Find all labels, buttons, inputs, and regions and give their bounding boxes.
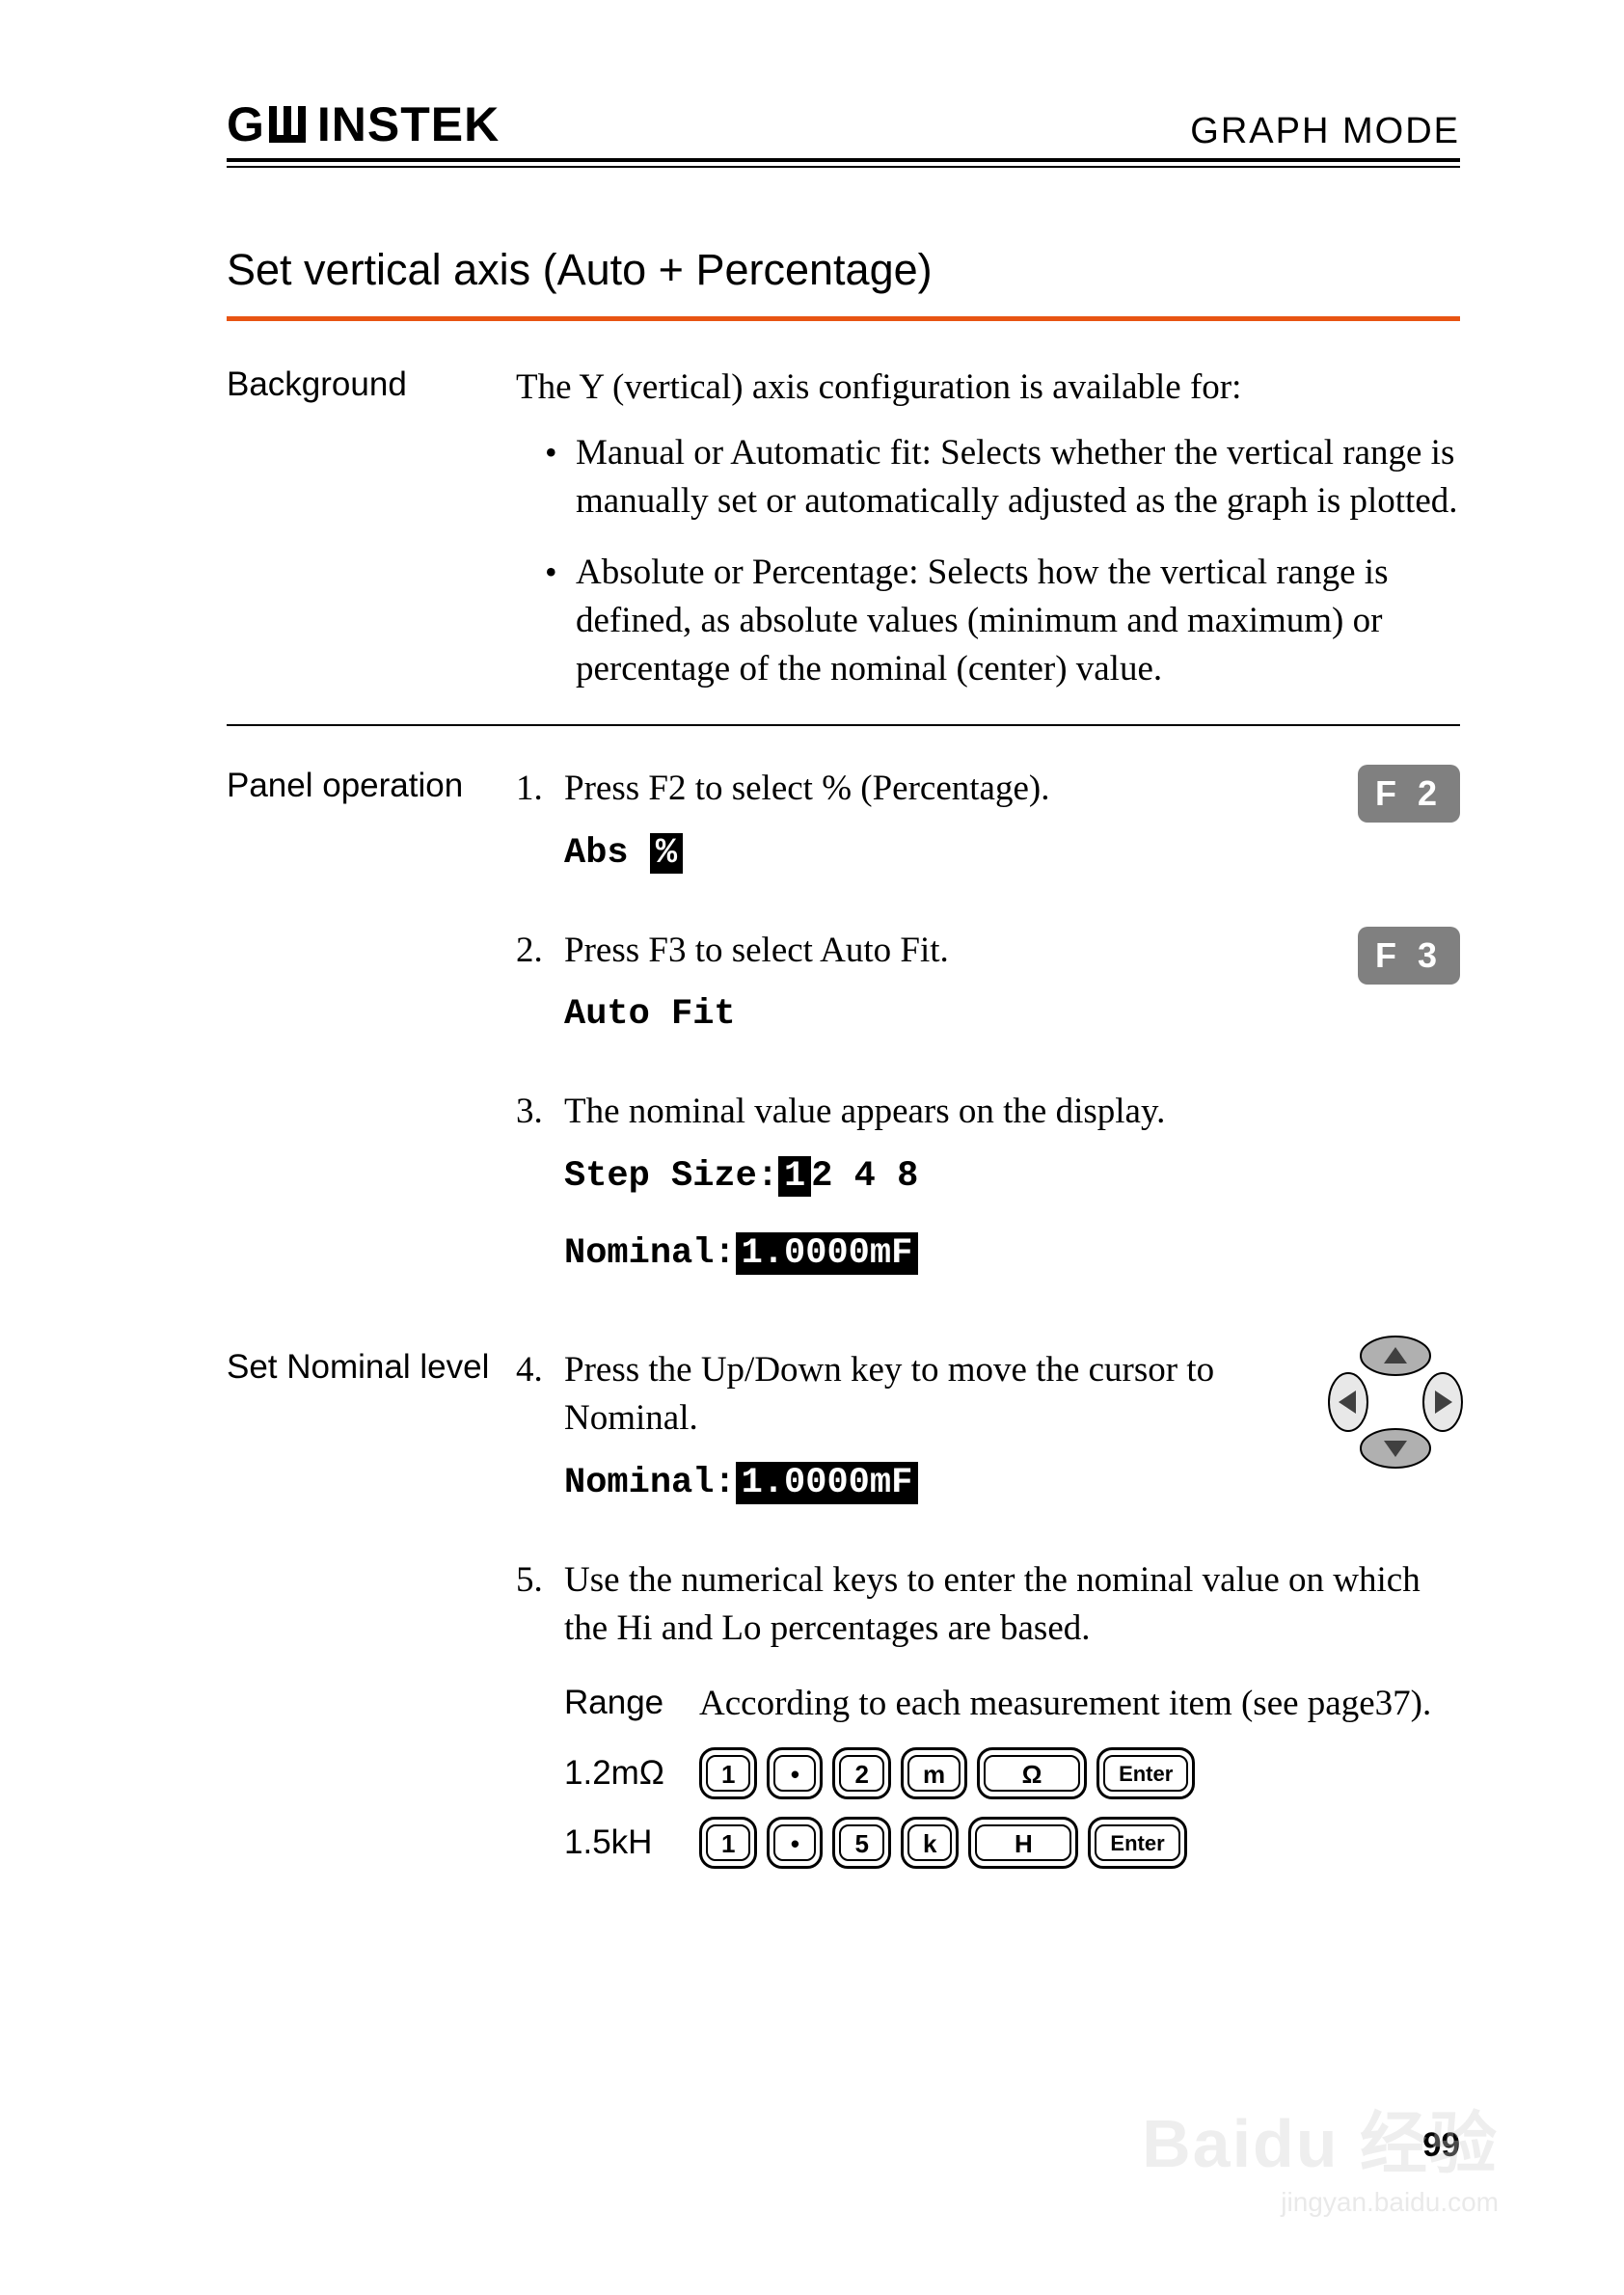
panel-operation-label: Panel operation xyxy=(227,765,516,1328)
step-2-number: 2. xyxy=(516,927,564,1040)
background-bullet-2: Absolute or Percentage: Selects how the … xyxy=(545,549,1460,693)
step-5-text: Use the numerical keys to enter the nomi… xyxy=(564,1556,1460,1653)
step-1-display: Abs % xyxy=(564,830,1460,878)
keypad-key[interactable]: H xyxy=(968,1817,1078,1869)
page-header: GINSTEK GRAPH MODE xyxy=(227,96,1460,162)
brand-logo: GINSTEK xyxy=(227,96,500,152)
step-5: 5. Use the numerical keys to enter the n… xyxy=(516,1556,1460,1886)
step-2-text: Press F3 to select Auto Fit. xyxy=(564,927,1460,975)
step-3: 3. The nominal value appears on the disp… xyxy=(516,1088,1460,1279)
background-intro: The Y (vertical) axis configuration is a… xyxy=(516,364,1460,412)
keypad-key[interactable]: 1 xyxy=(699,1747,757,1799)
set-nominal-label: Set Nominal level xyxy=(227,1346,516,1905)
f2-key[interactable]: F 2 xyxy=(1358,765,1460,824)
step-5-number: 5. xyxy=(516,1556,564,1886)
f3-key[interactable]: F 3 xyxy=(1358,927,1460,986)
keypad-key[interactable]: m xyxy=(901,1747,967,1799)
keypad-key[interactable]: Ω xyxy=(977,1747,1087,1799)
step-4: 4. Press the Up/Down key to move the cur… xyxy=(516,1346,1460,1508)
watermark: Baidu 经验 jingyan.baidu.com xyxy=(1142,2090,1499,2218)
keypad-key[interactable]: 1 xyxy=(699,1817,757,1869)
step-1: 1. Press F2 to select % (Percentage). Ab… xyxy=(516,765,1460,878)
step-2-display: Auto Fit xyxy=(564,991,1460,1040)
section-rule xyxy=(227,316,1460,321)
background-content: The Y (vertical) axis configuration is a… xyxy=(516,364,1460,716)
background-label: Background xyxy=(227,364,516,716)
step-3-nominal: Nominal:1.0000mF xyxy=(564,1230,1460,1279)
key-example-label: 1.5kH xyxy=(564,1820,699,1865)
key-example-row: 1.2mΩ1•2mΩEnter xyxy=(564,1747,1460,1799)
range-row: Range According to each measurement item… xyxy=(564,1680,1460,1728)
step-1-number: 1. xyxy=(516,765,564,878)
key-example-row: 1.5kH1•5kHEnter xyxy=(564,1817,1460,1869)
step-2: 2. Press F3 to select Auto Fit. Auto Fit… xyxy=(516,927,1460,1040)
key-example-label: 1.2mΩ xyxy=(564,1750,699,1796)
arrow-keys-icon[interactable] xyxy=(1323,1335,1468,1470)
header-mode: GRAPH MODE xyxy=(1190,111,1460,152)
keypad-key[interactable]: 5 xyxy=(832,1817,890,1869)
step-1-text: Press F2 to select % (Percentage). xyxy=(564,765,1460,813)
keypad-key[interactable]: • xyxy=(767,1747,823,1799)
range-label: Range xyxy=(564,1680,699,1728)
divider xyxy=(227,724,1460,726)
step-4-number: 4. xyxy=(516,1346,564,1508)
keypad-key[interactable]: 2 xyxy=(832,1747,890,1799)
keypad-key[interactable]: Enter xyxy=(1088,1817,1186,1869)
step-3-stepsize: Step Size:12 4 8 xyxy=(564,1153,1460,1202)
step-3-number: 3. xyxy=(516,1088,564,1279)
step-3-text: The nominal value appears on the display… xyxy=(564,1088,1460,1136)
range-value: According to each measurement item (see … xyxy=(699,1680,1460,1728)
background-bullet-1: Manual or Automatic fit: Selects whether… xyxy=(545,429,1460,526)
keypad-key[interactable]: k xyxy=(901,1817,959,1869)
keypad-key[interactable]: Enter xyxy=(1096,1747,1195,1799)
section-title: Set vertical axis (Auto + Percentage) xyxy=(227,245,1460,295)
keypad-key[interactable]: • xyxy=(767,1817,823,1869)
